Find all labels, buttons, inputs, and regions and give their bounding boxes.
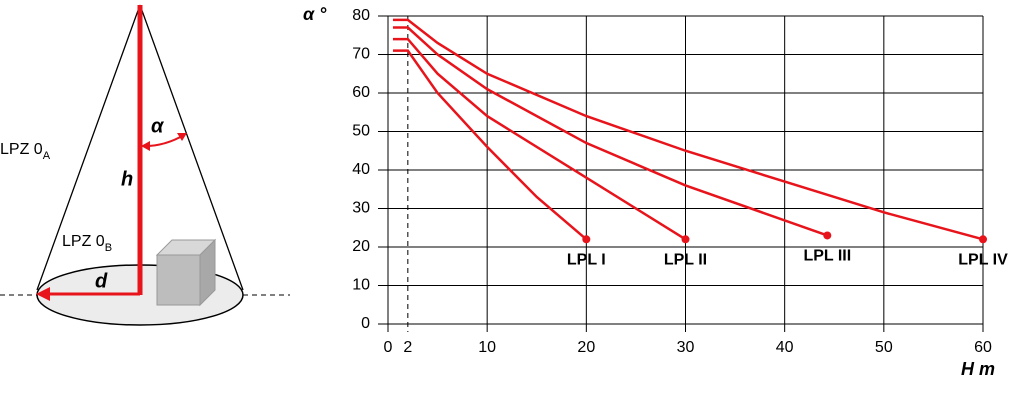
y-tick-label: 30 [352,200,370,217]
series-label: LPL IV [958,252,1008,269]
x-tick-label: 0 [384,339,393,356]
x-tick-label: 40 [776,339,794,356]
x-tick-label: 2 [403,339,412,356]
x-tick-label: 10 [478,339,496,356]
y-tick-label: 20 [352,238,370,255]
end-point [979,235,987,244]
y-tick-label: 10 [352,277,370,294]
series-label: LPL II [664,252,707,269]
y-tick-label: 50 [352,123,370,140]
box-front [156,254,201,306]
x-axis-label: H m [961,359,995,379]
end-point [681,235,690,244]
y-axis-label: α ° [303,4,327,24]
angle-label: α [151,115,165,137]
cone-edge [36,4,141,291]
end-point [582,235,591,244]
curve [392,49,588,241]
x-tick-label: 60 [974,339,992,356]
distance-label: d [95,270,108,292]
y-tick-label: 70 [352,46,370,63]
curve [392,26,828,237]
series-label: LPL I [567,252,606,269]
cone-edge [139,4,244,291]
y-tick-label: 80 [352,7,370,24]
height-label: h [121,168,133,190]
x-tick-label: 30 [677,339,695,356]
end-point [823,231,832,240]
curve [392,37,687,241]
y-tick-label: 60 [352,84,370,101]
arrow-head [141,141,150,151]
y-tick-label: 40 [352,161,370,178]
cone-diagram: LPZ 0A LPZ 0B h α d [0,4,290,326]
curve [392,18,984,241]
x-tick-label: 20 [577,339,595,356]
x-tick-label: 50 [875,339,893,356]
zone-label: LPZ 0B [62,233,112,254]
zone-label: LPZ 0A [0,141,51,162]
series-label: LPL III [803,248,851,265]
arrow-head [36,287,50,301]
arrow-head [177,133,187,141]
y-tick-label: 0 [361,315,370,332]
box-side [199,238,216,307]
